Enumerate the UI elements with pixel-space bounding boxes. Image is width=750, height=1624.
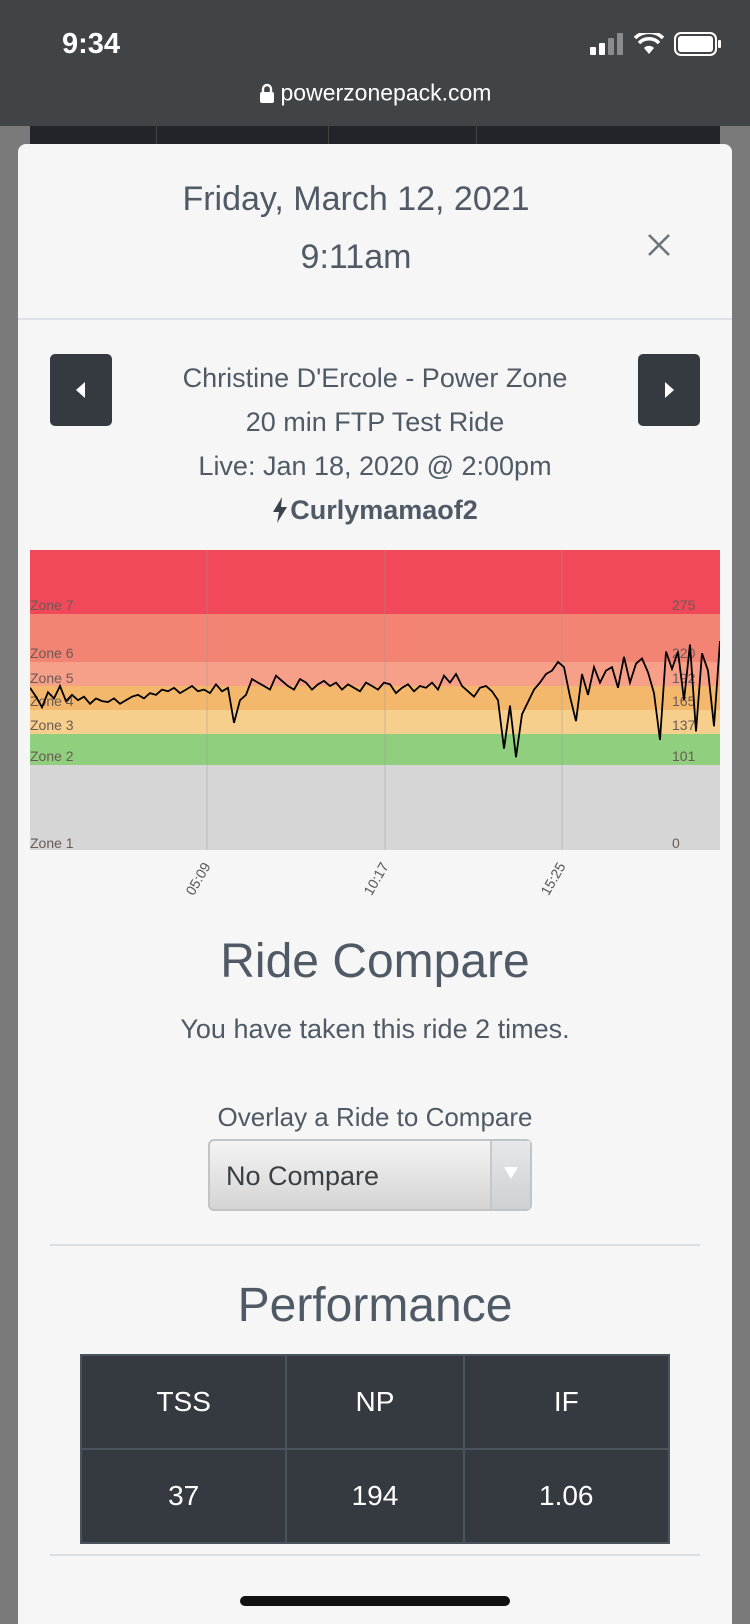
ride-title: 20 min FTP Test Ride bbox=[245, 407, 505, 437]
status-icons bbox=[590, 32, 722, 56]
zone-label: Zone 7 bbox=[30, 597, 74, 613]
power-zone-chart: Zone 7 275 Zone 6 220 Zone 5 192 Zone 4 165 Zone… bbox=[29, 550, 721, 910]
tss-header: TSS bbox=[79, 1354, 288, 1450]
if-header: IF bbox=[462, 1354, 671, 1450]
performance-value-row: 37 194 1.06 bbox=[79, 1448, 671, 1544]
compare-select[interactable]: No Compare bbox=[208, 1139, 532, 1211]
zone-threshold-label: 165 bbox=[672, 693, 696, 709]
url-bar[interactable]: powerzonepack.com bbox=[0, 78, 750, 106]
zone-band bbox=[30, 686, 720, 710]
performance-table: TSS NP IF 37 194 1.06 bbox=[79, 1354, 671, 1544]
wifi-icon bbox=[634, 33, 664, 54]
ride-compare-title: Ride Compare bbox=[220, 935, 530, 988]
zone-band bbox=[30, 710, 720, 734]
caret-left-icon bbox=[76, 382, 85, 398]
ride-modal: Friday, March 12, 2021 9:11am Christine … bbox=[18, 144, 732, 1624]
zone-threshold-label: 137 bbox=[672, 717, 696, 733]
compare-select-value: No Compare bbox=[226, 1161, 380, 1191]
previous-ride-button[interactable] bbox=[50, 354, 112, 426]
if-value: 1.06 bbox=[462, 1448, 671, 1544]
signal-icon bbox=[590, 33, 623, 55]
zone-band bbox=[30, 614, 720, 662]
ride-username: Curlymamaof2 bbox=[290, 495, 478, 525]
url-text: powerzonepack.com bbox=[280, 79, 492, 106]
bolt-icon bbox=[273, 497, 288, 523]
zone-label: Zone 6 bbox=[30, 645, 74, 661]
performance-title: Performance bbox=[237, 1279, 513, 1332]
section-divider bbox=[50, 1244, 700, 1246]
home-indicator bbox=[240, 1596, 510, 1606]
ride-info: Christine D'Ercole - Power Zone 20 min F… bbox=[118, 356, 632, 536]
ride-date: Friday, March 12, 2021 bbox=[182, 180, 530, 218]
ride-compare-subtitle: You have taken this ride 2 times. bbox=[180, 1014, 570, 1044]
status-time: 9:34 bbox=[62, 28, 121, 60]
zone-band bbox=[30, 765, 720, 850]
zone-label: Zone 2 bbox=[30, 748, 74, 764]
next-ride-button[interactable] bbox=[638, 354, 700, 426]
zone-band bbox=[30, 734, 720, 765]
zone-threshold-label: 275 bbox=[672, 597, 696, 613]
ride-live-date: Live: Jan 18, 2020 @ 2:00pm bbox=[198, 451, 552, 481]
caret-right-icon bbox=[665, 382, 674, 398]
power-series-line bbox=[29, 641, 721, 758]
zone-label: Zone 5 bbox=[30, 670, 74, 686]
section-divider bbox=[50, 1554, 700, 1556]
ride-instructor: Christine D'Ercole - Power Zone bbox=[182, 363, 568, 393]
modal-header: Friday, March 12, 2021 9:11am bbox=[18, 144, 732, 320]
triangle-down-icon bbox=[504, 1167, 518, 1179]
tss-value: 37 bbox=[79, 1448, 288, 1544]
battery-icon bbox=[674, 32, 721, 56]
close-icon[interactable] bbox=[644, 230, 674, 260]
np-header: NP bbox=[285, 1354, 465, 1450]
zone-label: Zone 1 bbox=[30, 835, 74, 851]
zone-label: Zone 3 bbox=[30, 717, 74, 733]
status-bar: 9:34 powerzonepack.com bbox=[0, 0, 750, 126]
x-tick-label: 10:17 bbox=[360, 859, 391, 898]
performance-header-row: TSS NP IF bbox=[79, 1354, 671, 1450]
zone-band bbox=[30, 550, 720, 614]
compare-select-arrow[interactable] bbox=[490, 1141, 530, 1209]
x-tick-label: 15:25 bbox=[537, 859, 568, 898]
zone-threshold-label: 192 bbox=[672, 670, 696, 686]
overlay-label: Overlay a Ride to Compare bbox=[217, 1102, 533, 1132]
zone-threshold-label: 0 bbox=[672, 835, 680, 851]
ride-user[interactable]: Curlymamaof2 bbox=[272, 488, 478, 532]
zone-threshold-label: 101 bbox=[672, 748, 696, 764]
lock-icon bbox=[259, 83, 274, 103]
np-value: 194 bbox=[285, 1448, 465, 1544]
x-tick-label: 05:09 bbox=[182, 859, 213, 898]
ride-time: 9:11am bbox=[300, 238, 412, 276]
